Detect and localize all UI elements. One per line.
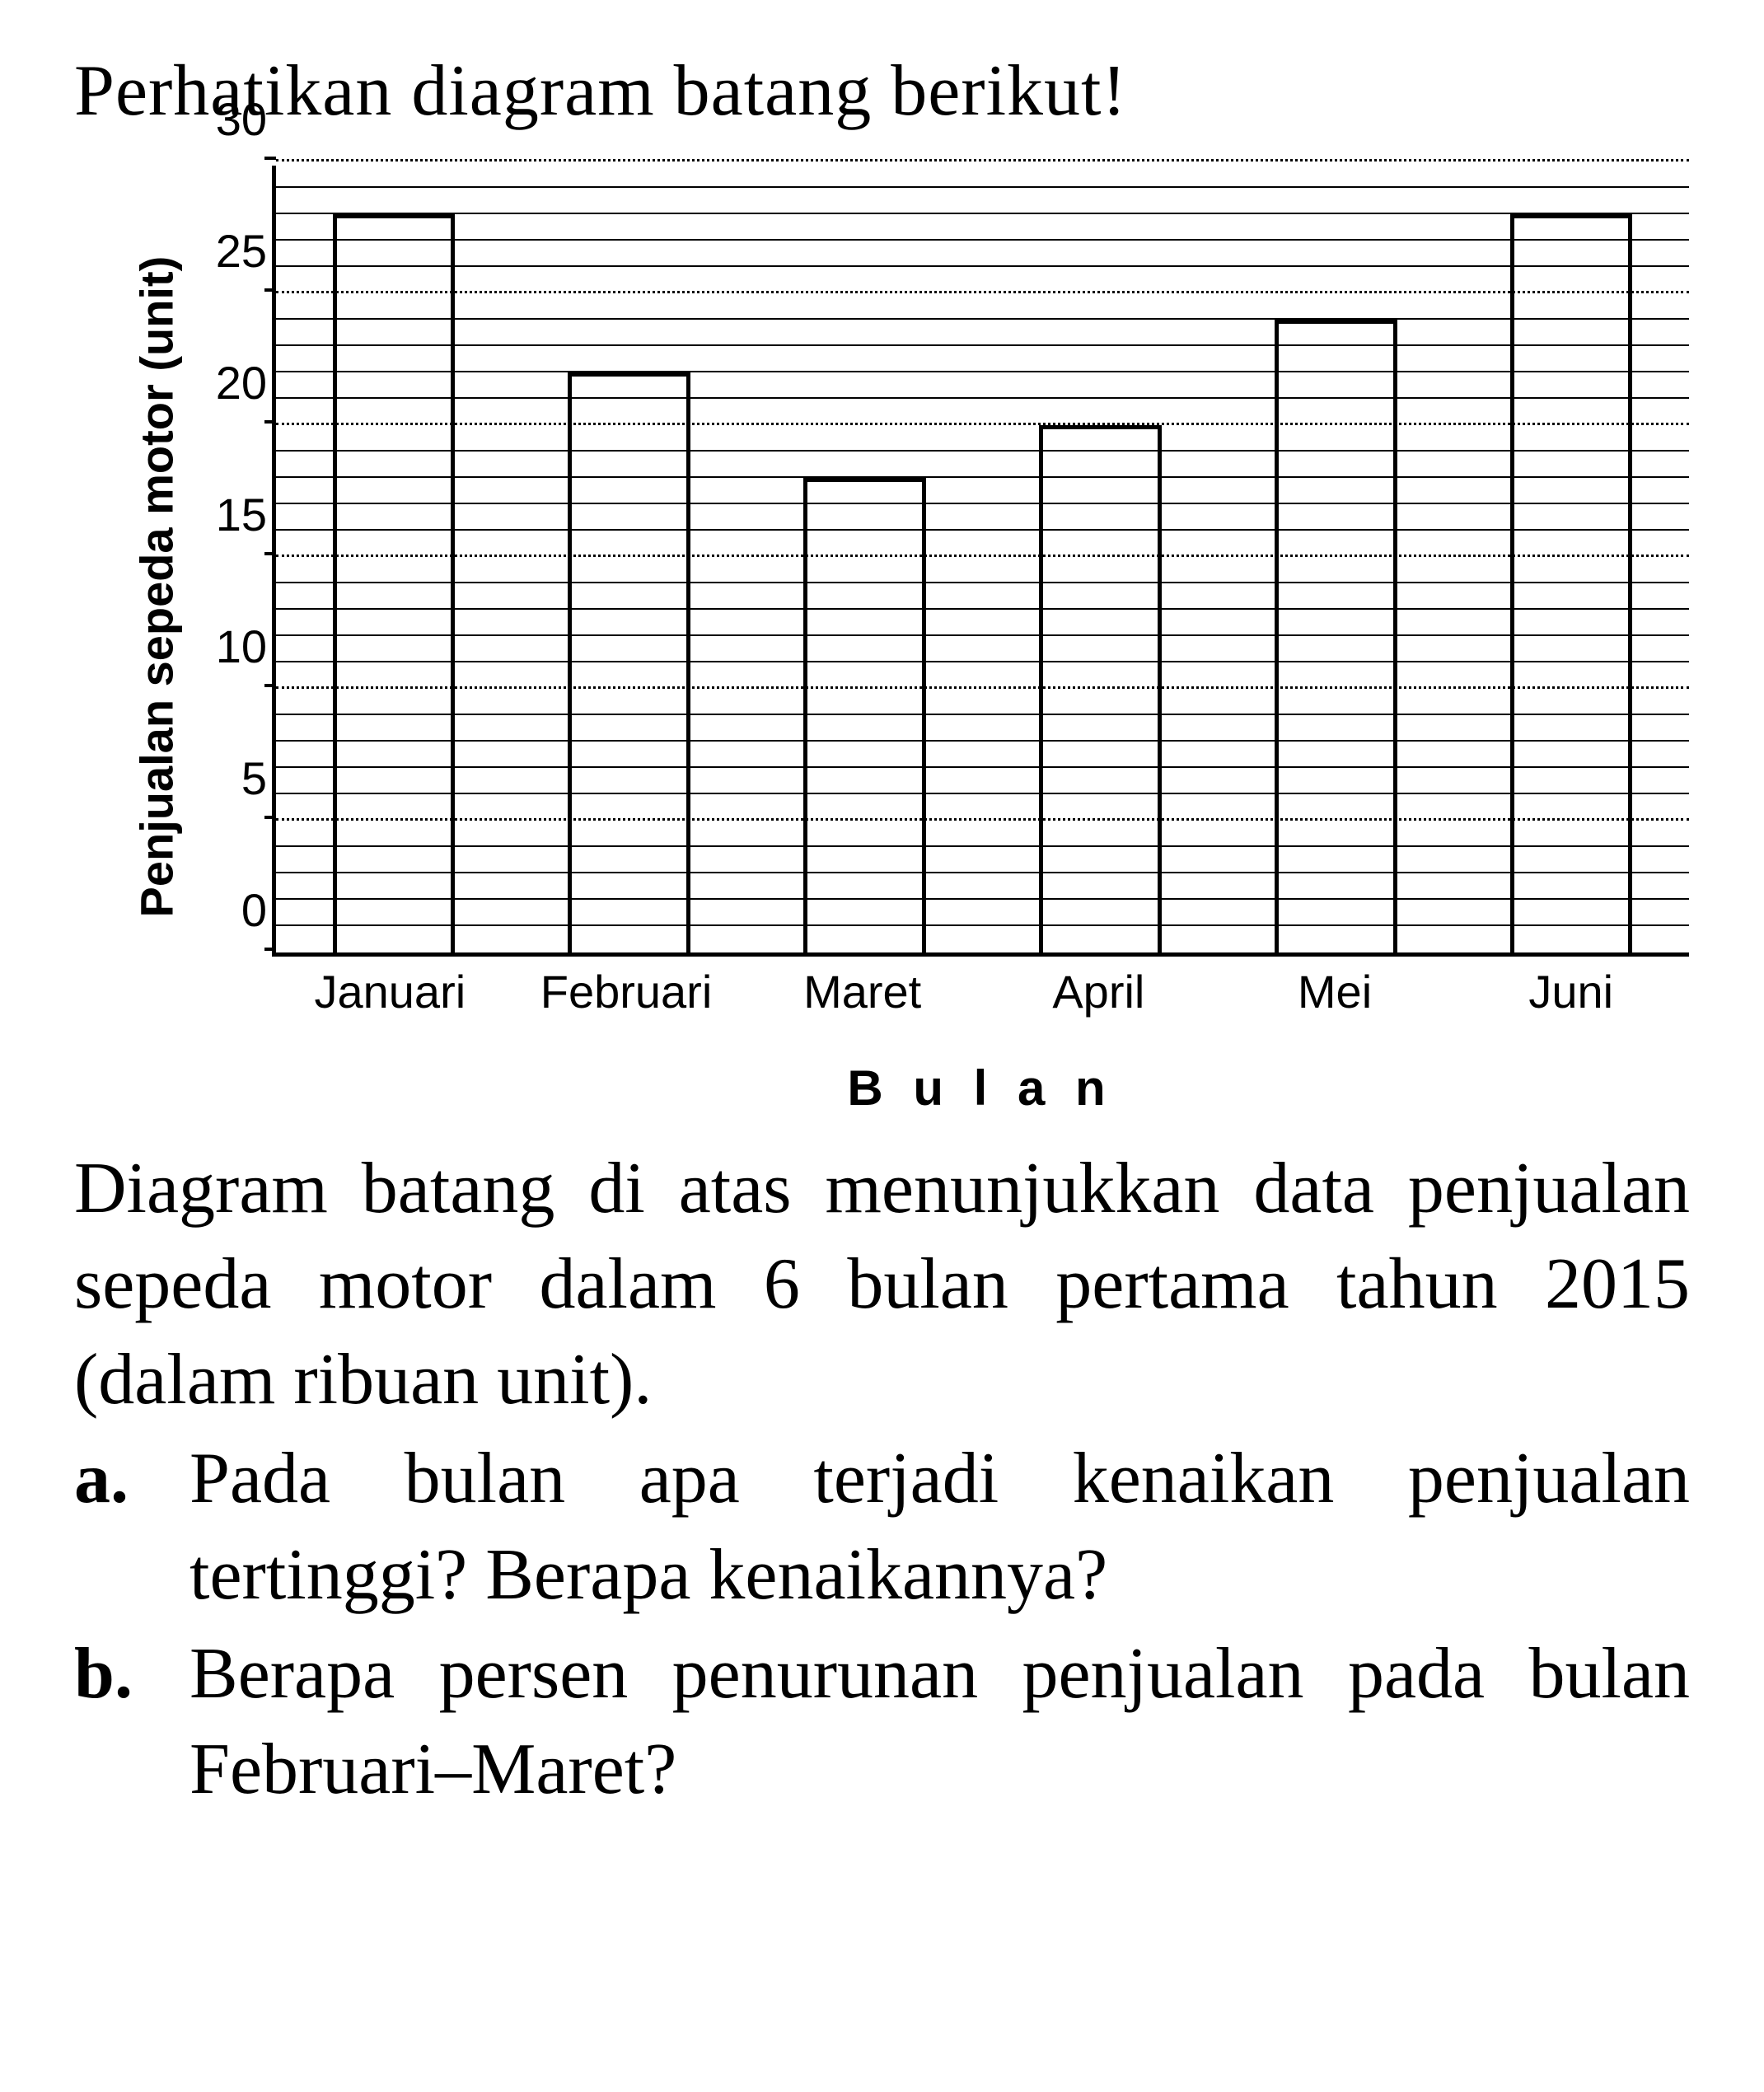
bar bbox=[568, 372, 690, 952]
minor-gridline bbox=[276, 582, 1689, 583]
major-gridline bbox=[276, 686, 1689, 689]
minor-gridline bbox=[276, 793, 1689, 794]
y-tick-mark bbox=[264, 948, 276, 951]
x-tick-label: Februari bbox=[508, 957, 745, 1018]
minor-gridline bbox=[276, 634, 1689, 636]
minor-gridline bbox=[276, 766, 1689, 768]
question-a-text: Pada bulan apa terjadi kenaikan pen­jual… bbox=[190, 1431, 1690, 1622]
bar-chart: Penjualan sepeda motor (unit) 0510152025… bbox=[74, 166, 1689, 1116]
y-tick-label: 15 bbox=[216, 492, 267, 538]
minor-gridline bbox=[276, 239, 1689, 241]
bar bbox=[1275, 320, 1397, 952]
bar-slot bbox=[276, 166, 512, 952]
plot-area bbox=[272, 166, 1689, 957]
minor-gridline bbox=[276, 898, 1689, 900]
minor-gridline bbox=[276, 608, 1689, 610]
minor-gridline bbox=[276, 265, 1689, 267]
minor-gridline bbox=[276, 661, 1689, 662]
bar-slot bbox=[747, 166, 983, 952]
major-gridline bbox=[276, 423, 1689, 425]
bar bbox=[333, 214, 456, 952]
minor-gridline bbox=[276, 186, 1689, 188]
minor-gridline bbox=[276, 344, 1689, 346]
y-tick-mark bbox=[264, 288, 276, 292]
x-axis-ticks: JanuariFebruariMaretAprilMeiJuni bbox=[272, 957, 1689, 1018]
minor-gridline bbox=[276, 397, 1689, 399]
y-tick-mark bbox=[264, 420, 276, 424]
bar-slot bbox=[982, 166, 1218, 952]
y-tick-label: 30 bbox=[216, 96, 267, 143]
minor-gridline bbox=[276, 740, 1689, 742]
y-tick-mark bbox=[264, 816, 276, 819]
major-gridline bbox=[276, 291, 1689, 293]
major-gridline bbox=[276, 818, 1689, 821]
major-gridline bbox=[276, 555, 1689, 557]
y-tick-label: 0 bbox=[241, 887, 267, 934]
bar-slot bbox=[1218, 166, 1453, 952]
minor-gridline bbox=[276, 714, 1689, 715]
minor-gridline bbox=[276, 318, 1689, 320]
y-tick-mark bbox=[264, 552, 276, 555]
minor-gridline bbox=[276, 213, 1689, 214]
minor-gridline bbox=[276, 529, 1689, 531]
x-tick-label: Juni bbox=[1453, 957, 1689, 1018]
question-b-text: Berapa persen penurunan penjualan pada b… bbox=[190, 1626, 1690, 1818]
bar bbox=[803, 478, 926, 952]
y-tick-mark bbox=[264, 157, 276, 160]
y-tick-label: 20 bbox=[216, 360, 267, 406]
major-gridline bbox=[276, 159, 1689, 161]
x-tick-label: Mei bbox=[1217, 957, 1453, 1018]
minor-gridline bbox=[276, 450, 1689, 452]
question-b-letter: b. bbox=[74, 1626, 190, 1818]
minor-gridline bbox=[276, 371, 1689, 372]
x-tick-label: Maret bbox=[744, 957, 980, 1018]
y-tick-label: 10 bbox=[216, 624, 267, 670]
y-axis-ticks: 051015202530 bbox=[165, 166, 272, 957]
minor-gridline bbox=[276, 924, 1689, 926]
bar bbox=[1510, 214, 1633, 952]
bars-layer bbox=[276, 166, 1689, 952]
question-a: a. Pada bulan apa terjadi kenaikan pen­j… bbox=[74, 1431, 1690, 1622]
minor-gridline bbox=[276, 476, 1689, 478]
bar-slot bbox=[512, 166, 747, 952]
description-paragraph: Diagram batang di atas menunjukkan data … bbox=[74, 1141, 1690, 1428]
minor-gridline bbox=[276, 503, 1689, 504]
page-title: Perhatikan diagram batang berikut! bbox=[74, 49, 1690, 133]
x-tick-label: April bbox=[980, 957, 1217, 1018]
bar-slot bbox=[1453, 166, 1689, 952]
question-a-letter: a. bbox=[74, 1431, 190, 1622]
minor-gridline bbox=[276, 872, 1689, 873]
bar bbox=[1039, 425, 1162, 952]
x-axis-label: B u l a n bbox=[272, 1018, 1689, 1116]
y-tick-label: 25 bbox=[216, 228, 267, 274]
minor-gridline bbox=[276, 845, 1689, 847]
question-b: b. Berapa persen penurunan penjualan pad… bbox=[74, 1626, 1690, 1818]
y-tick-label: 5 bbox=[241, 756, 267, 802]
y-tick-mark bbox=[264, 684, 276, 687]
x-tick-label: Januari bbox=[272, 957, 508, 1018]
